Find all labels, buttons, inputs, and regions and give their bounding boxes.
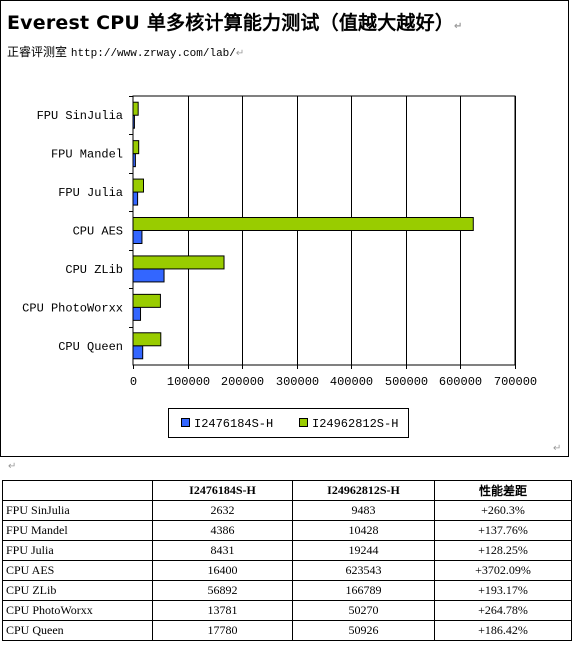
- value-cell: 2632: [152, 500, 293, 521]
- bar: [132, 255, 225, 270]
- value-cell: 13781: [152, 600, 293, 621]
- bar: [132, 332, 162, 347]
- legend-swatch-blue: [181, 418, 190, 427]
- value-cell: 9483: [292, 500, 435, 521]
- bar: [132, 101, 139, 116]
- bar: [132, 268, 165, 283]
- row-label-cell: CPU Queen: [2, 620, 153, 641]
- value-cell: 623543: [292, 560, 435, 581]
- value-cell: 10428: [292, 520, 435, 541]
- source-url: http://www.zrway.com/lab/: [70, 48, 236, 60]
- category-label: FPU Julia: [58, 186, 123, 200]
- table-row: CPU Queen 17780 50926 +186.42%: [2, 620, 572, 641]
- bar: [132, 191, 139, 206]
- category-label: CPU PhotoWorxx: [22, 301, 123, 315]
- row-label-cell: FPU Julia: [2, 540, 153, 561]
- column-header: [2, 480, 153, 501]
- bar: [132, 306, 142, 321]
- table-row: FPU Julia 8431 19244 +128.25%: [2, 540, 572, 561]
- table-row: FPU Mandel 4386 10428 +137.76%: [2, 520, 572, 541]
- bar: [132, 230, 143, 244]
- value-cell: 50270: [292, 600, 435, 621]
- column-header: I2476184S-H: [152, 480, 293, 501]
- title-text: Everest CPU 单多核计算能力测试（值越大越好）: [7, 12, 455, 34]
- x-tick-label: 100000: [167, 375, 210, 389]
- legend-label: I2476184S-H: [194, 417, 274, 431]
- bar: [132, 114, 135, 129]
- value-cell: +128.25%: [434, 540, 572, 561]
- value-cell: +264.78%: [434, 600, 572, 621]
- bar: [132, 153, 136, 168]
- value-cell: 8431: [152, 540, 293, 561]
- value-cell: +260.3%: [434, 500, 572, 521]
- table-row: CPU AES 16400 623543 +3702.09%: [2, 560, 572, 581]
- bar: [132, 345, 144, 360]
- value-cell: 19244: [292, 540, 435, 561]
- legend-item: I24962812S-H: [299, 417, 398, 431]
- results-table: I2476184S-H I24962812S-H 性能差距 FPU SinJul…: [2, 480, 572, 641]
- x-tick-label: 300000: [276, 375, 319, 389]
- x-tick-label: 200000: [221, 375, 264, 389]
- paragraph-mark: ↵: [454, 21, 463, 32]
- category-label: CPU AES: [73, 225, 123, 239]
- column-header: I24962812S-H: [292, 480, 435, 501]
- x-tick-label: 500000: [385, 375, 428, 389]
- row-label-cell: CPU AES: [2, 560, 153, 581]
- chart-legend: I2476184S-H I24962812S-H: [168, 408, 409, 438]
- source-line: 正睿评测室 http://www.zrway.com/lab/↵: [7, 43, 244, 60]
- value-cell: +193.17%: [434, 580, 572, 601]
- legend-item: I2476184S-H: [181, 417, 273, 431]
- category-label: FPU SinJulia: [37, 109, 123, 123]
- bar: [132, 178, 145, 193]
- paragraph-mark: ↵: [235, 48, 245, 59]
- value-cell: 4386: [152, 520, 293, 541]
- paragraph-mark: ↵: [8, 461, 17, 472]
- bar: [132, 293, 161, 308]
- bar: [132, 217, 474, 231]
- table-header-row: I2476184S-H I24962812S-H 性能差距: [2, 480, 572, 501]
- paragraph-mark: ↵: [553, 443, 562, 454]
- page-title: Everest CPU 单多核计算能力测试（值越大越好）↵: [7, 8, 463, 35]
- legend-label: I24962812S-H: [312, 417, 399, 431]
- row-label-cell: FPU Mandel: [2, 520, 153, 541]
- legend-swatch-green: [299, 418, 308, 427]
- x-tick-label: 0: [130, 375, 137, 389]
- value-cell: 50926: [292, 620, 435, 641]
- category-label: FPU Mandel: [51, 148, 123, 162]
- category-label: CPU ZLib: [65, 263, 123, 277]
- bar-chart: 0 100000 200000 300000 400000 500000 600000 700…: [22, 95, 537, 389]
- column-header: 性能差距: [434, 480, 572, 501]
- source-name: 正睿评测室: [7, 45, 68, 59]
- x-tick-label: 600000: [439, 375, 482, 389]
- table-row: CPU ZLib 56892 166789 +193.17%: [2, 580, 572, 601]
- value-cell: 17780: [152, 620, 293, 641]
- row-label-cell: CPU PhotoWorxx: [2, 600, 153, 621]
- value-cell: 56892: [152, 580, 293, 601]
- row-label-cell: CPU ZLib: [2, 580, 153, 601]
- x-tick-label: 700000: [494, 375, 537, 389]
- value-cell: +3702.09%: [434, 560, 572, 581]
- value-cell: 166789: [292, 580, 435, 601]
- table-row: CPU PhotoWorxx 13781 50270 +264.78%: [2, 600, 572, 621]
- value-cell: +186.42%: [434, 620, 572, 641]
- value-cell: 16400: [152, 560, 293, 581]
- category-label: CPU Queen: [58, 340, 123, 354]
- bar: [132, 140, 140, 155]
- row-label-cell: FPU SinJulia: [2, 500, 153, 521]
- x-tick-label: 400000: [330, 375, 373, 389]
- table-row: FPU SinJulia 2632 9483 +260.3%: [2, 500, 572, 521]
- value-cell: +137.76%: [434, 520, 572, 541]
